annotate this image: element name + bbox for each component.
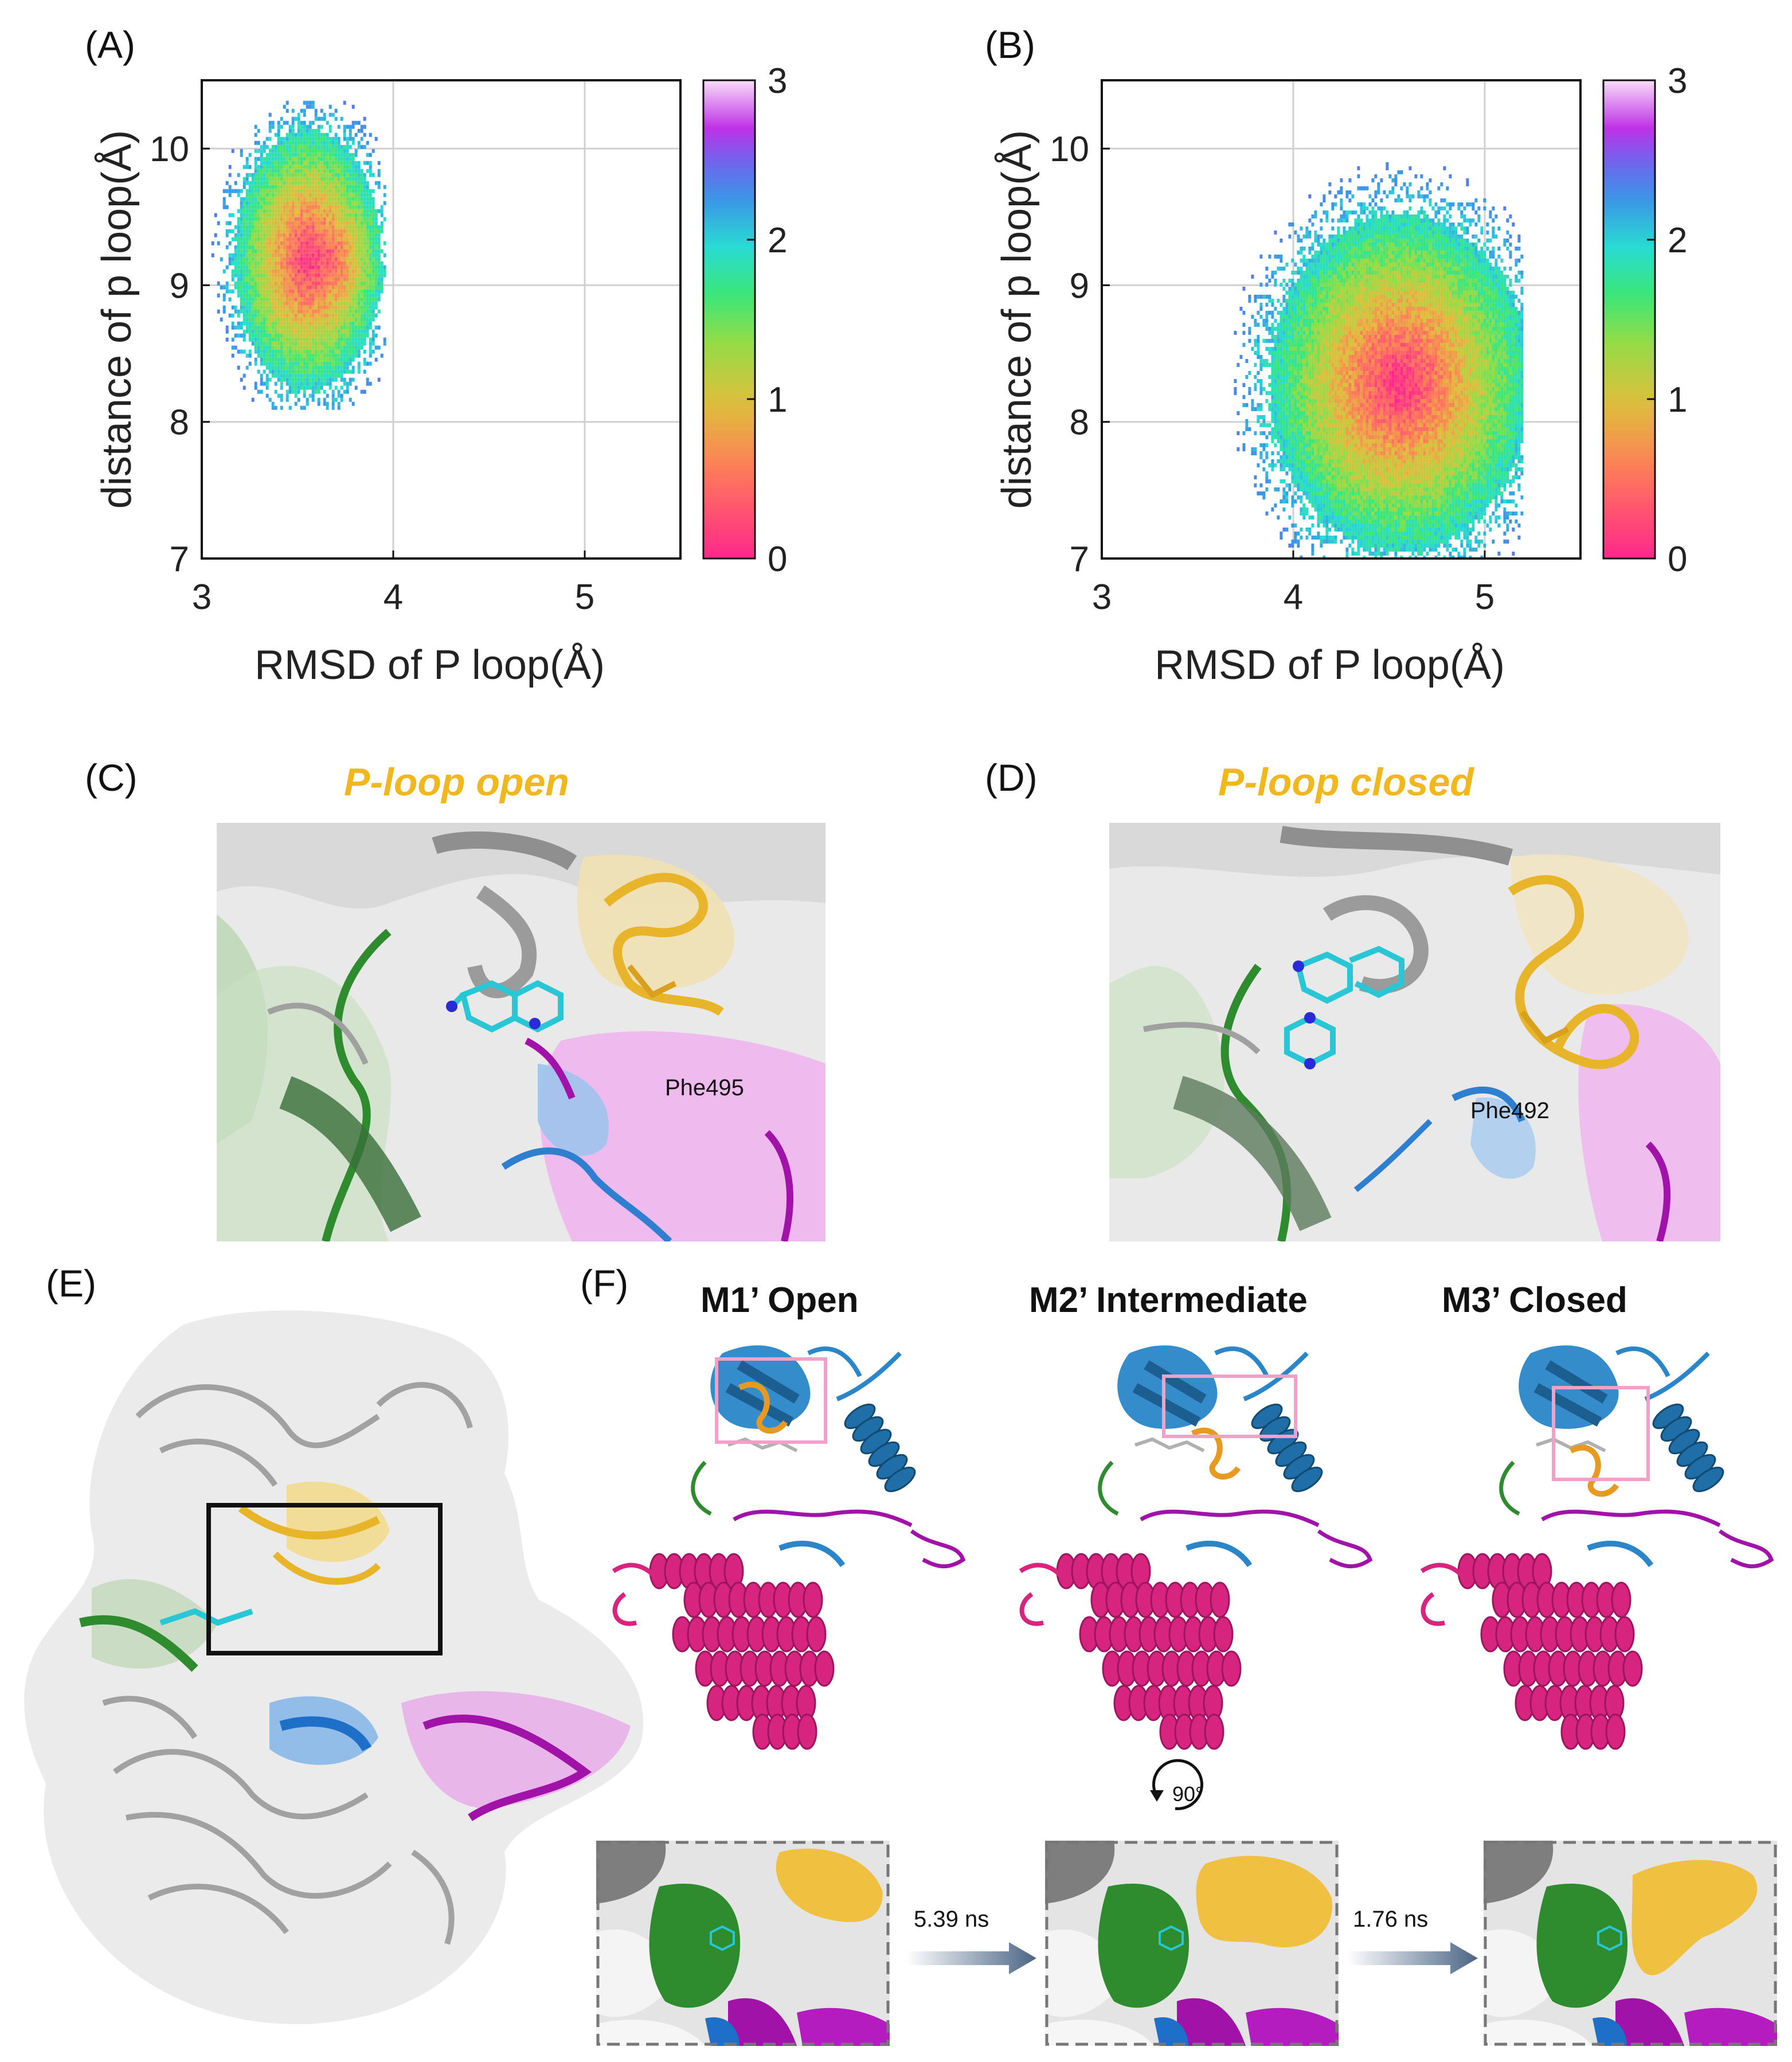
rotation-label: 90° [1172, 1782, 1204, 1806]
y-tick-label: 10 [150, 130, 189, 169]
state-title-m2: M2’ Intermediate [1029, 1280, 1308, 1320]
x-tick-label: 3 [1092, 577, 1112, 617]
residue-label-d: Phe492 [1470, 1098, 1550, 1123]
structure-m1-image [612, 1345, 966, 1750]
y-tick-label: 7 [1070, 540, 1089, 579]
y-axis-label: distance of p loop(Å) [94, 130, 140, 509]
colorbar [1602, 79, 1656, 560]
transition-label-1: 5.39 ns [914, 1907, 989, 1932]
colorbar-tick-label: 2 [768, 221, 787, 260]
x-tick-label: 5 [575, 577, 594, 617]
x-tick-label: 4 [384, 577, 403, 617]
colorbar [702, 79, 756, 560]
panel-label-f: (F) [580, 1262, 629, 1305]
state-title-m3: M3’ Closed [1442, 1280, 1627, 1320]
surface-snapshot-m3 [1484, 1841, 1777, 2046]
transition-arrow-2-icon [1347, 1942, 1478, 1974]
structure-m3-image [1420, 1345, 1774, 1750]
x-tick-label: 3 [192, 577, 212, 617]
y-tick-label: 9 [1070, 266, 1089, 306]
surface-snapshot-m1 [596, 1841, 890, 2046]
dashed-frame [1484, 1841, 1777, 2046]
dashed-frame [596, 1841, 890, 2046]
plot-frame [1101, 79, 1582, 560]
rotation-arrow-icon [1150, 1759, 1203, 1810]
x-axis-label: RMSD of P loop(Å) [1155, 642, 1505, 688]
plot-frame [201, 79, 682, 560]
transition-label-2: 1.76 ns [1353, 1907, 1429, 1932]
density-cells [211, 100, 386, 410]
panel-label-a: (A) [85, 24, 135, 66]
ligand-icon [1159, 1925, 1184, 1951]
x-axis-label: RMSD of P loop(Å) [255, 642, 605, 688]
y-tick-label: 8 [170, 403, 189, 443]
ligand-icon [710, 1925, 735, 1951]
colorbar-tick-label: 3 [1668, 61, 1687, 101]
colorbar-tick-label: 0 [1668, 540, 1687, 579]
y-tick-label: 8 [1070, 403, 1089, 443]
p-loop-highlight-box [1552, 1386, 1650, 1481]
colorbar-tick-label: 3 [768, 61, 787, 101]
p-loop-highlight-box [715, 1357, 827, 1444]
panel-d-structure-image [1109, 823, 1720, 1241]
panel-label-b: (B) [985, 24, 1035, 66]
panel-c-structure-image [217, 823, 825, 1241]
colorbar-tick-label: 0 [768, 540, 787, 579]
y-tick-label: 9 [170, 266, 189, 306]
p-loop-highlight-box [1162, 1374, 1297, 1438]
ligand-icon [1597, 1925, 1622, 1951]
panel-label-e: (E) [46, 1262, 96, 1305]
x-tick-label: 4 [1284, 577, 1303, 617]
panel-d-title: P-loop closed [1218, 760, 1474, 804]
panel-label-c: (C) [85, 756, 138, 799]
y-tick-label: 7 [170, 540, 189, 579]
residue-label-c: Phe495 [665, 1075, 744, 1100]
x-tick-label: 5 [1475, 577, 1494, 617]
panel-c-title: P-loop open [344, 760, 569, 804]
panel-label-d: (D) [985, 756, 1038, 799]
panel-e-structure-image [11, 1302, 665, 2053]
density-cells [1234, 162, 1524, 560]
y-axis-label: distance of p loop(Å) [994, 130, 1040, 509]
surface-snapshot-m2 [1045, 1841, 1339, 2046]
dashed-frame [1045, 1841, 1339, 2046]
structure-m2-image [1019, 1345, 1373, 1750]
transition-arrow-1-icon [906, 1942, 1036, 1974]
state-title-m1: M1’ Open [701, 1280, 859, 1320]
colorbar-tick-label: 1 [1668, 380, 1687, 420]
colorbar-tick-label: 2 [1668, 221, 1687, 260]
y-tick-label: 10 [1050, 130, 1089, 169]
colorbar-tick-label: 1 [768, 380, 787, 420]
